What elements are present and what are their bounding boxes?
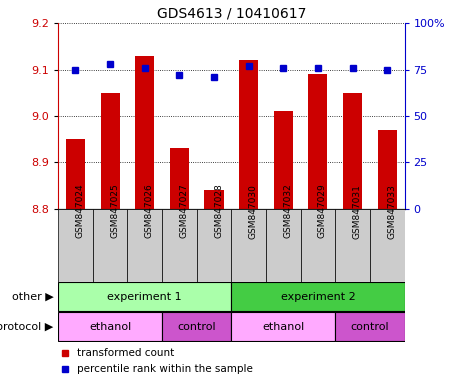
Text: percentile rank within the sample: percentile rank within the sample [77,364,253,374]
Text: GSM847024: GSM847024 [75,184,85,238]
Bar [343,93,362,209]
Bar [127,209,162,282]
Bar [170,149,189,209]
Text: transformed count: transformed count [77,348,174,358]
Bar [135,56,154,209]
Bar [232,209,266,282]
Bar [232,283,405,311]
Text: ethanol: ethanol [89,322,131,332]
Text: GSM847028: GSM847028 [214,184,223,238]
Text: experiment 2: experiment 2 [280,292,355,302]
Text: GSM847027: GSM847027 [179,184,188,238]
Bar [378,130,397,209]
Bar [274,111,293,209]
Text: other ▶: other ▶ [12,292,53,302]
Bar [66,139,85,209]
Text: GSM847026: GSM847026 [145,184,154,238]
Text: protocol ▶: protocol ▶ [0,322,53,332]
Bar [100,93,120,209]
Bar [162,313,232,341]
Text: GSM847029: GSM847029 [318,184,327,238]
Bar [300,209,335,282]
Bar [162,209,197,282]
Title: GDS4613 / 10410617: GDS4613 / 10410617 [157,7,306,20]
Bar [93,209,127,282]
Bar [335,209,370,282]
Bar [370,209,405,282]
Text: GSM847030: GSM847030 [249,184,258,238]
Bar [58,313,162,341]
Bar [197,209,232,282]
Bar [308,74,327,209]
Text: GSM847032: GSM847032 [283,184,292,238]
Bar [58,283,232,311]
Bar [232,313,335,341]
Bar [239,60,258,209]
Text: experiment 1: experiment 1 [107,292,182,302]
Bar [58,209,93,282]
Text: control: control [177,322,216,332]
Bar [205,190,224,209]
Text: control: control [351,322,389,332]
Text: GSM847031: GSM847031 [352,184,362,238]
Text: GSM847033: GSM847033 [387,184,396,238]
Bar [266,209,300,282]
Text: GSM847025: GSM847025 [110,184,119,238]
Bar [335,313,405,341]
Text: ethanol: ethanol [262,322,305,332]
